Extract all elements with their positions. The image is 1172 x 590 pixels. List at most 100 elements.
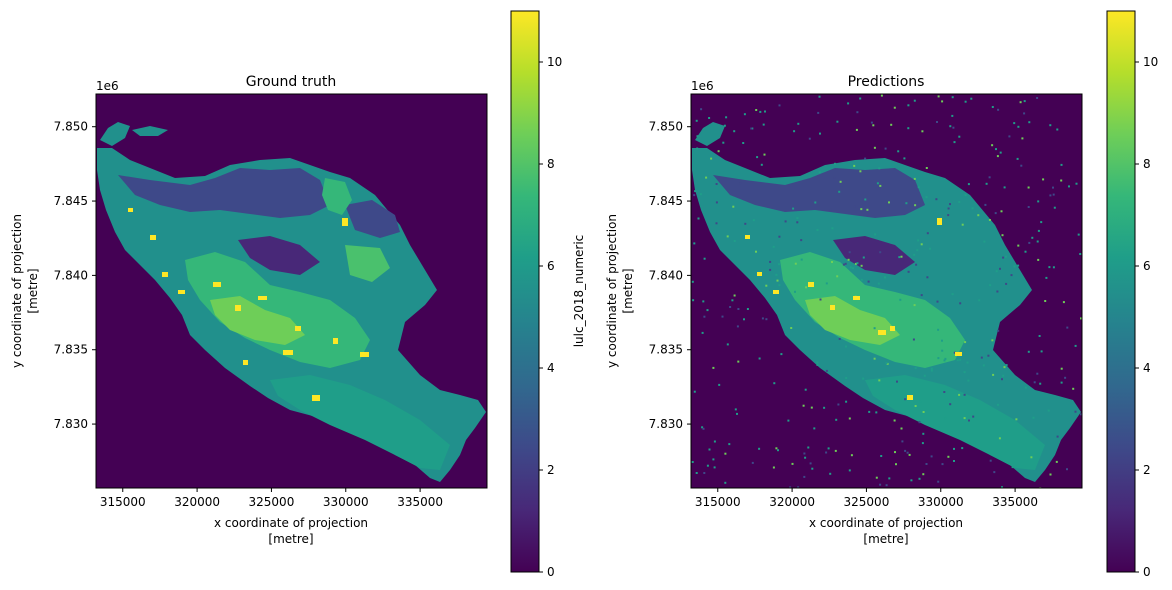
speckle-pixel: [773, 382, 776, 385]
speckle-pixel: [695, 472, 698, 474]
y-tick-label: 7.835: [649, 343, 683, 357]
speckle-pixel: [827, 447, 830, 450]
colorbar-ticks: 0 2 4 6 8 10: [1135, 55, 1158, 579]
colorbar-gradient: [1106, 10, 1136, 573]
speckle-pixel: [995, 148, 997, 151]
speckle-pixel: [873, 357, 876, 360]
speckle-pixel: [810, 406, 813, 409]
speckle-pixel: [964, 100, 967, 103]
region-class-7: [185, 252, 370, 368]
speckle-pixel: [736, 325, 739, 328]
plot-frame: [95, 93, 488, 489]
y-axis-units: [metre]: [26, 268, 40, 313]
speckle-pixel: [880, 455, 883, 457]
speckle-pixel: [693, 390, 696, 393]
colorbar: 0 2 4 6 8 10 lulc_2018_numeric: [510, 10, 586, 579]
speckle-pixel: [920, 243, 923, 246]
speckle-pixel: [963, 371, 966, 374]
speckle-pixel: [1053, 206, 1056, 209]
x-tick-label: 320000: [769, 495, 815, 509]
speckle-pixel: [1023, 112, 1026, 115]
x-tick-label: 335000: [992, 495, 1038, 509]
speckle-pixel: [900, 427, 903, 430]
speckle-pixel: [838, 190, 841, 193]
y-tick-label: 7.845: [54, 194, 88, 208]
speckle-pixel: [772, 245, 775, 248]
speckle-pixel: [717, 150, 720, 153]
speckle-pixel: [1072, 387, 1075, 390]
region-class-8: [210, 296, 305, 345]
speckle-pixel: [1010, 274, 1013, 277]
speckle-pixel: [860, 278, 863, 281]
y-tick-label: 7.850: [54, 120, 88, 134]
speckle-pixel: [844, 262, 847, 265]
speckle-pixel: [941, 463, 944, 466]
speckle-pixel: [789, 486, 792, 488]
speckle-pixel: [733, 240, 736, 242]
speckle-pixel: [1024, 250, 1027, 253]
speckle-pixel: [1016, 157, 1019, 160]
speckle-pixel: [1017, 244, 1020, 247]
speckle-pixel: [896, 380, 898, 383]
speckle-pixel: [868, 410, 871, 413]
speckle-pixel: [951, 293, 954, 296]
speckle-pixel: [816, 361, 819, 364]
speckle-pixel: [708, 448, 711, 451]
region-class-6-arm2: [132, 126, 168, 136]
speckle-pixel: [691, 280, 694, 283]
speckle-pixel: [1013, 265, 1016, 268]
speckle-pixel: [987, 354, 990, 357]
speckle-pixel: [1032, 416, 1035, 419]
speckle-pixel: [724, 481, 727, 484]
speckle-pixel: [1001, 378, 1003, 381]
speckle-pixel: [859, 170, 862, 173]
speckle-pixel: [937, 328, 940, 331]
speckle-pixel: [943, 359, 946, 362]
speckle-pixel: [921, 130, 924, 133]
region-class-1b: [238, 236, 320, 275]
speckle-pixel: [746, 308, 749, 310]
y-tick-label: 7.845: [649, 194, 683, 208]
speckle-pixel: [743, 113, 746, 116]
speckle-pixel: [943, 391, 946, 393]
speckle-pixel: [834, 449, 837, 452]
speckle-pixel: [847, 102, 850, 105]
speckle-pixel: [787, 419, 790, 422]
speckle-pixel: [1060, 163, 1063, 166]
speckle-pixel: [852, 267, 854, 270]
speckle-pixel: [796, 221, 799, 224]
speckle-pixel: [712, 458, 715, 461]
speckle-pixel: [894, 451, 896, 454]
speckle-pixel: [750, 127, 753, 130]
speckle-pixel: [693, 194, 696, 197]
speckle-pixel: [1013, 122, 1016, 125]
speckle-pixel: [842, 263, 845, 266]
speckle-pixel: [930, 455, 933, 458]
region-class-1c: [345, 200, 400, 238]
speckle-pixel: [914, 367, 917, 370]
speckle-pixel: [710, 157, 713, 160]
speckle-pixel: [712, 366, 715, 369]
speckle-pixel: [725, 116, 728, 119]
speckle-pixel: [764, 110, 766, 113]
speckle-pixel: [973, 441, 976, 444]
speckle-pixel: [885, 362, 888, 365]
speckle-pixel: [819, 132, 821, 135]
heatmap-image: [691, 94, 1082, 488]
speckle-pixel: [734, 408, 737, 411]
speckle-pixel: [1048, 266, 1051, 269]
speckle-pixel: [845, 345, 847, 348]
speckle-pixel: [784, 220, 787, 223]
speckle-pixel: [833, 176, 836, 179]
speckle-pixel: [794, 262, 797, 265]
speckle-pixel: [1002, 374, 1005, 377]
speckle-pixel: [736, 412, 738, 415]
speckle-pixel: [977, 214, 980, 217]
speckle-pixel: [922, 473, 925, 476]
speckle-pixel: [904, 449, 907, 452]
speckle-pixel: [999, 267, 1001, 270]
speckle-pixel: [848, 251, 851, 254]
speckle-pixel: [813, 427, 816, 430]
speckle-pixel: [901, 440, 904, 443]
speckle-pixel: [1068, 185, 1070, 188]
